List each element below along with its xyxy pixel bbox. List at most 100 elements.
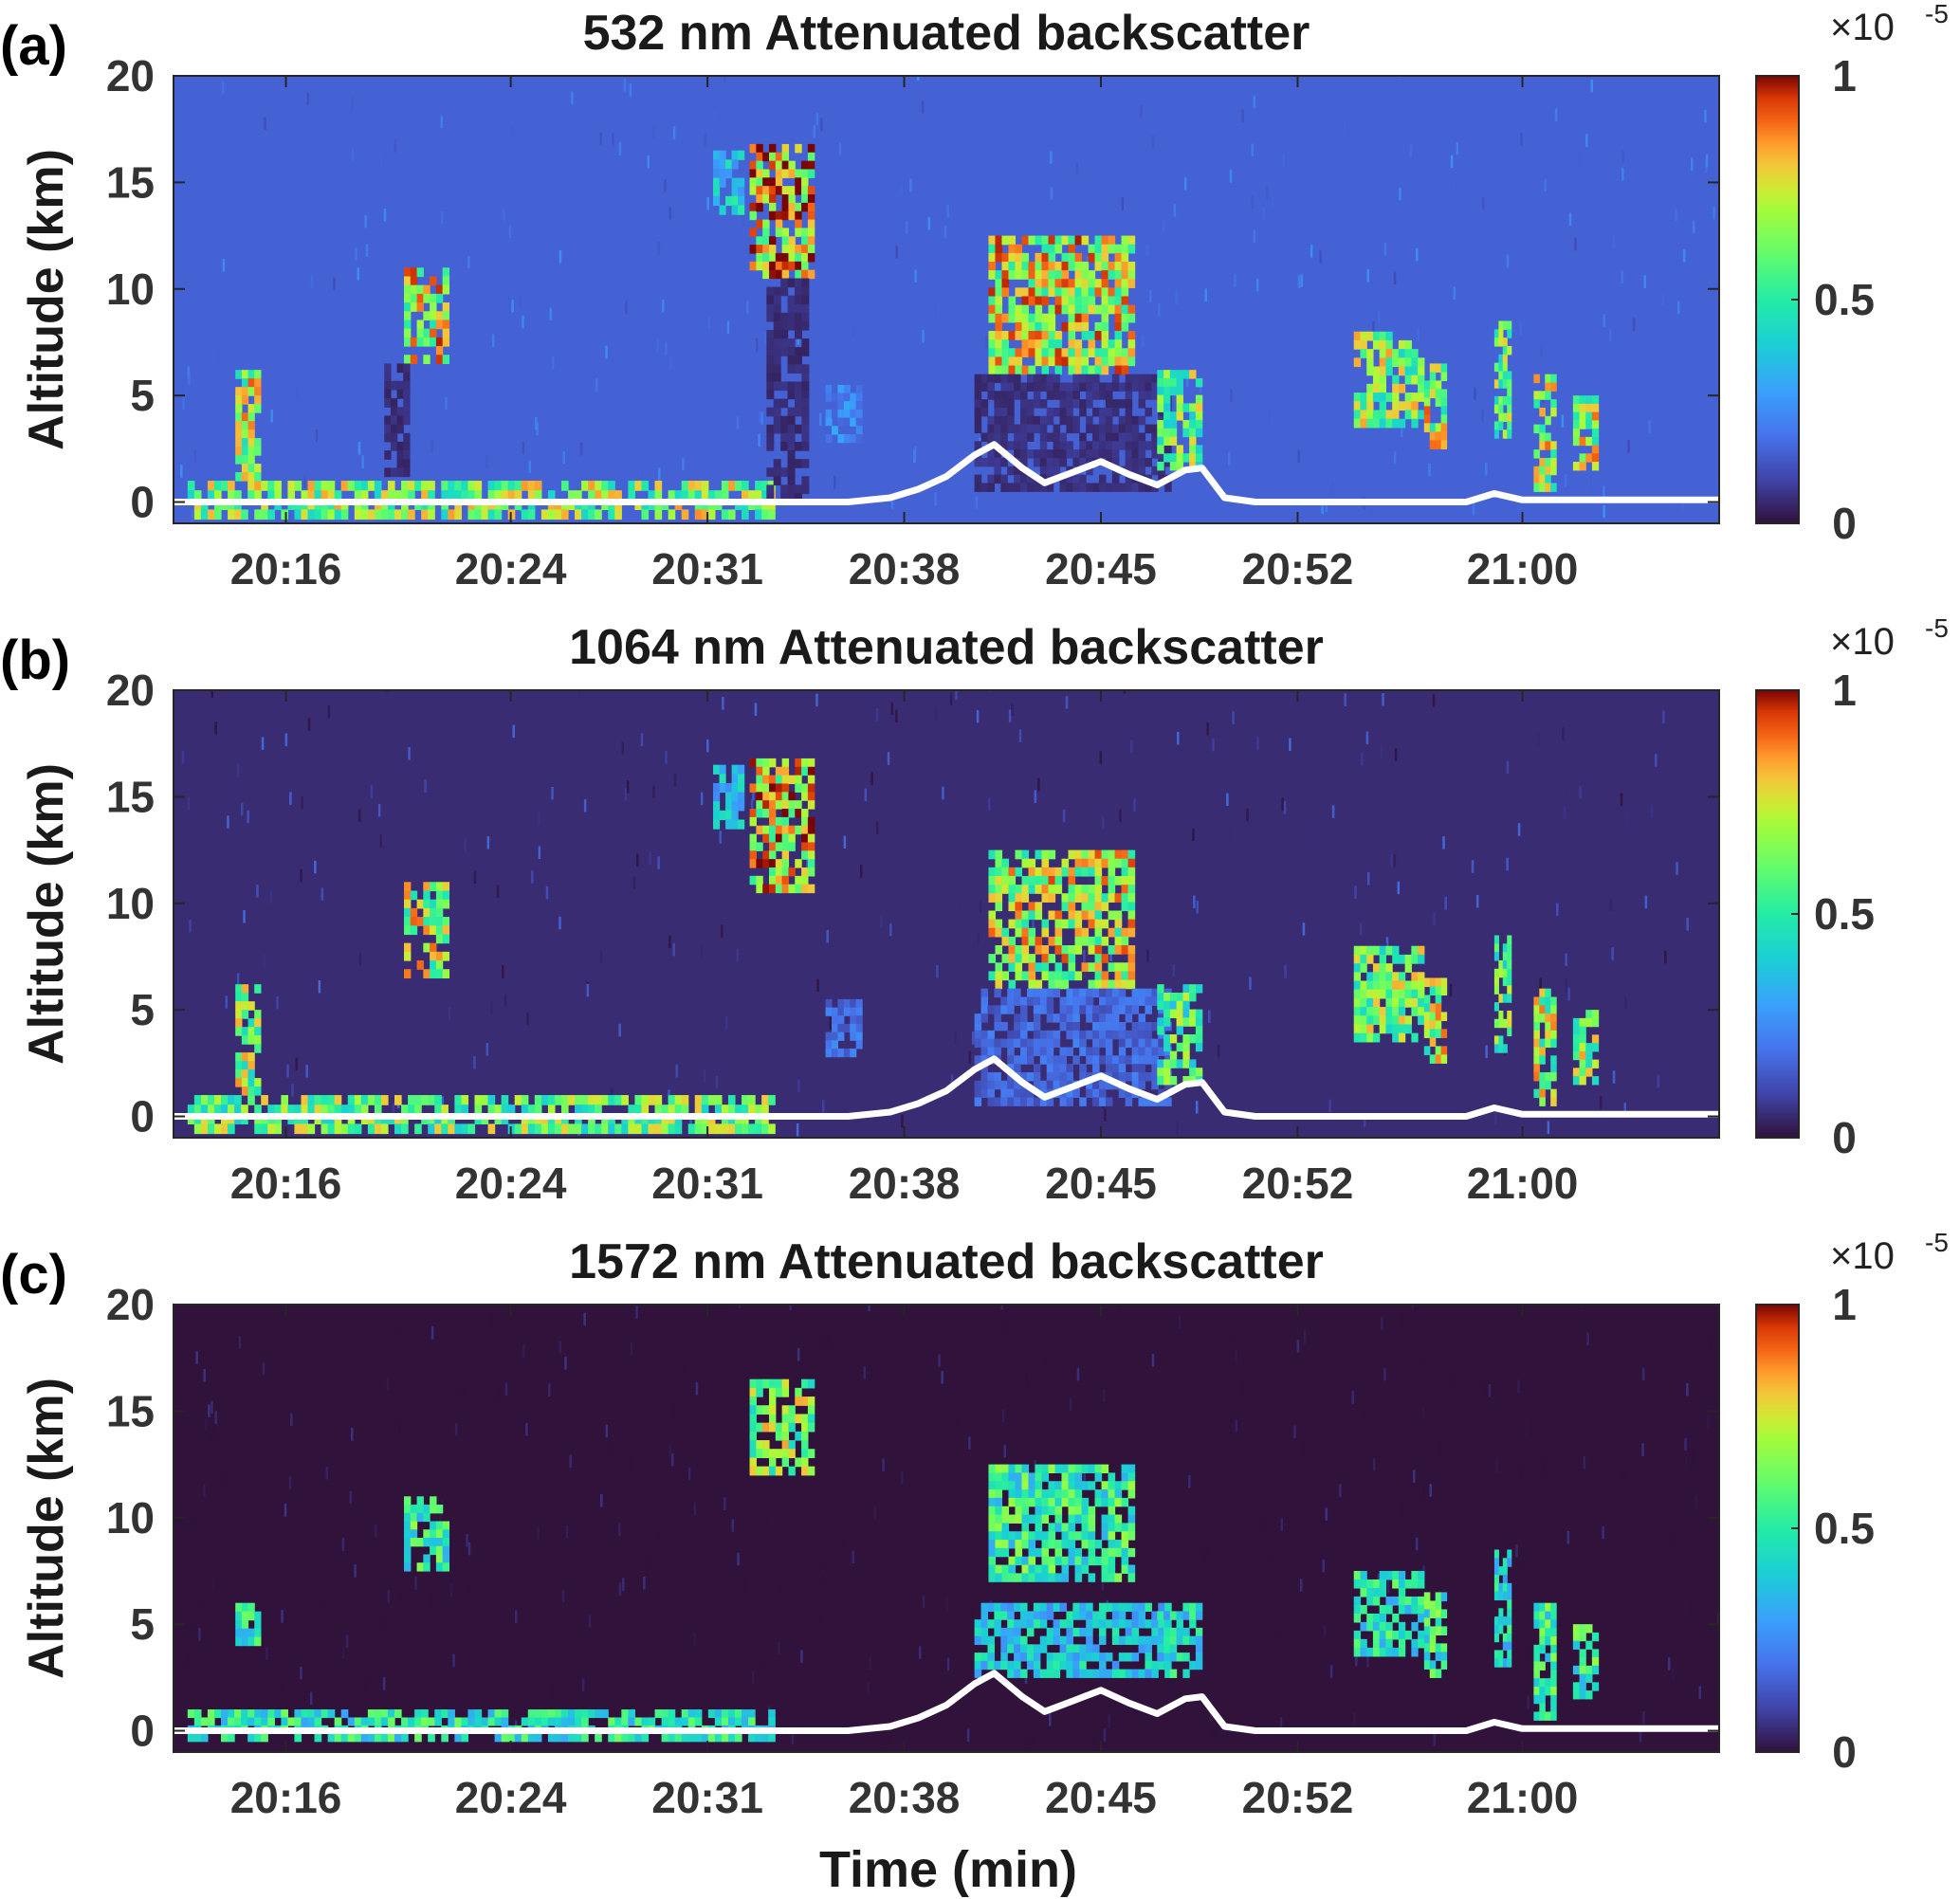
backscatter-cell bbox=[1015, 945, 1023, 955]
backscatter-cell bbox=[1101, 331, 1109, 340]
noise-mark bbox=[1620, 793, 1623, 807]
backscatter-cell bbox=[1360, 945, 1367, 956]
backscatter-cell bbox=[274, 1105, 282, 1115]
backscatter-cell bbox=[221, 1123, 229, 1135]
backscatter-cell bbox=[501, 1717, 509, 1726]
noise-mark bbox=[1018, 729, 1022, 742]
backscatter-cell bbox=[988, 296, 997, 306]
backscatter-cell bbox=[1020, 1071, 1028, 1082]
backscatter-cell bbox=[1021, 1506, 1030, 1516]
backscatter-cell bbox=[1053, 988, 1061, 998]
backscatter-cell bbox=[807, 202, 815, 212]
noise-mark bbox=[300, 1666, 302, 1680]
backscatter-cell bbox=[781, 261, 790, 271]
backscatter-cell bbox=[801, 236, 809, 246]
noise-mark bbox=[1429, 1484, 1433, 1497]
backscatter-cell bbox=[1545, 1652, 1551, 1663]
backscatter-cell bbox=[775, 219, 783, 229]
noise-mark bbox=[243, 909, 246, 923]
noise-mark bbox=[382, 1677, 386, 1690]
backscatter-cell bbox=[801, 295, 810, 305]
backscatter-cell bbox=[775, 1449, 783, 1459]
backscatter-cell bbox=[668, 509, 676, 520]
backscatter-cell bbox=[1008, 919, 1017, 929]
backscatter-cell bbox=[1435, 397, 1442, 407]
backscatter-cell bbox=[1014, 483, 1021, 492]
backscatter-cell bbox=[501, 1733, 509, 1743]
backscatter-cell bbox=[547, 1095, 556, 1105]
backscatter-cell bbox=[254, 1010, 262, 1019]
backscatter-cell bbox=[494, 1105, 503, 1115]
backscatter-cell bbox=[334, 509, 342, 520]
backscatter-cell bbox=[360, 1105, 369, 1115]
noise-mark bbox=[1400, 1312, 1402, 1326]
backscatter-cell bbox=[1066, 1071, 1073, 1082]
backscatter-cell bbox=[1066, 391, 1073, 400]
noise-mark bbox=[626, 780, 630, 794]
backscatter-cell bbox=[1591, 436, 1600, 447]
backscatter-cell bbox=[1121, 313, 1129, 323]
backscatter-cell bbox=[1079, 996, 1087, 1006]
noise-mark bbox=[1241, 109, 1244, 122]
noise-mark bbox=[637, 469, 641, 483]
backscatter-cell bbox=[1046, 483, 1054, 492]
backscatter-cell bbox=[1028, 1489, 1036, 1499]
backscatter-cell bbox=[1081, 235, 1090, 246]
backscatter-cell bbox=[1000, 996, 1008, 1006]
backscatter-cell bbox=[1092, 407, 1100, 417]
backscatter-cell bbox=[1189, 370, 1197, 379]
noise-mark bbox=[583, 1312, 586, 1326]
backscatter-cell bbox=[441, 1733, 449, 1743]
backscatter-cell bbox=[1145, 407, 1152, 417]
backscatter-cell bbox=[980, 1088, 989, 1099]
noise-mark bbox=[675, 1065, 678, 1078]
backscatter-cell bbox=[756, 1387, 763, 1397]
backscatter-cell bbox=[801, 364, 810, 374]
backscatter-cell bbox=[1020, 457, 1028, 467]
backscatter-cell bbox=[527, 481, 536, 491]
backscatter-cell bbox=[1360, 989, 1367, 999]
backscatter-cell bbox=[1079, 988, 1087, 998]
backscatter-cell bbox=[781, 1379, 790, 1389]
backscatter-cell bbox=[1366, 349, 1374, 358]
y-axis-label: Altitude (km) bbox=[19, 763, 74, 1065]
backscatter-cell bbox=[654, 1709, 663, 1719]
backscatter-cell bbox=[1176, 377, 1183, 388]
backscatter-cell bbox=[1440, 363, 1448, 374]
backscatter-cell bbox=[1138, 1030, 1146, 1040]
backscatter-cell bbox=[707, 1709, 716, 1719]
backscatter-cell bbox=[1039, 1611, 1048, 1620]
noise-mark bbox=[429, 1593, 432, 1607]
backscatter-cell bbox=[1041, 1472, 1050, 1482]
backscatter-cell bbox=[404, 267, 412, 278]
backscatter-cell bbox=[1118, 441, 1127, 450]
noise-mark bbox=[279, 690, 283, 691]
backscatter-cell bbox=[1195, 1026, 1203, 1035]
backscatter-cell bbox=[995, 1464, 1003, 1474]
backscatter-cell bbox=[1079, 1097, 1087, 1106]
noise-mark bbox=[454, 1423, 458, 1436]
backscatter-cell bbox=[974, 391, 982, 400]
backscatter-cell bbox=[787, 356, 796, 365]
backscatter-cell bbox=[1493, 338, 1499, 347]
backscatter-cell bbox=[756, 245, 763, 254]
backscatter-cell bbox=[795, 1457, 802, 1468]
backscatter-cell bbox=[207, 1105, 215, 1115]
backscatter-cell bbox=[1127, 885, 1136, 894]
backscatter-cell bbox=[1111, 457, 1120, 467]
backscatter-cell bbox=[430, 969, 437, 979]
backscatter-cell bbox=[1079, 441, 1087, 450]
backscatter-cell bbox=[1086, 1644, 1093, 1653]
backscatter-cell bbox=[1086, 1611, 1093, 1620]
noise-mark bbox=[473, 1056, 476, 1069]
backscatter-cell bbox=[1121, 296, 1129, 306]
backscatter-cell bbox=[807, 228, 815, 237]
noise-mark bbox=[621, 741, 625, 755]
backscatter-cell bbox=[1125, 1097, 1133, 1106]
noise-mark bbox=[354, 1564, 357, 1578]
backscatter-cell bbox=[1072, 483, 1080, 492]
noise-mark bbox=[440, 210, 444, 225]
backscatter-cell bbox=[1404, 997, 1412, 1008]
backscatter-cell bbox=[1502, 354, 1508, 364]
backscatter-cell bbox=[1026, 1038, 1035, 1049]
